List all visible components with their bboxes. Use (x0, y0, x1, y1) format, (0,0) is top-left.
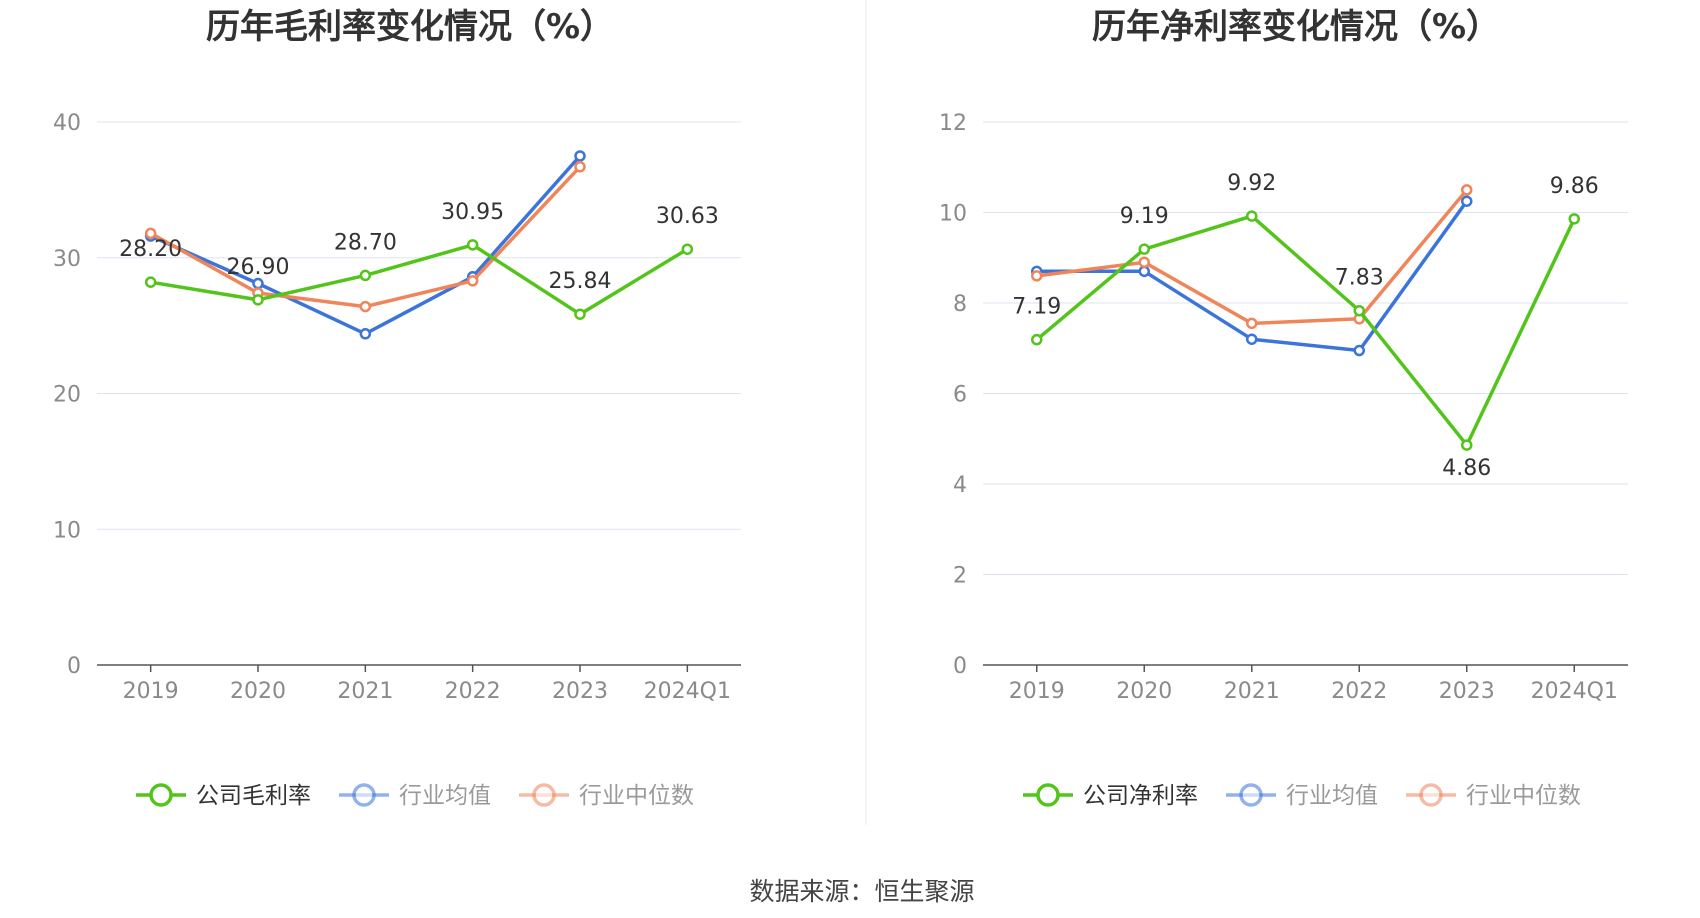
y-tick-label: 0 (67, 654, 81, 679)
x-tick-label: 2021 (1224, 679, 1280, 704)
data-point[interactable] (1461, 184, 1473, 196)
data-point[interactable] (1138, 256, 1150, 269)
x-tick-label: 2024Q1 (644, 679, 731, 704)
data-label: 9.92 (1227, 171, 1276, 196)
legend-marker (1036, 783, 1060, 807)
data-label: 9.19 (1120, 204, 1169, 229)
data-label: 9.86 (1550, 174, 1599, 199)
gross-margin-chart: 历年毛利率变化情况（%） 0 10 20 30 40 2019 2020 2021 2022 202… (53, 7, 741, 809)
y-tick-label: 4 (953, 473, 967, 498)
x-tick-label: 2019 (123, 679, 179, 704)
x-tick-label: 2022 (445, 679, 501, 704)
legend-marker (149, 783, 173, 807)
y-tick-label: 2 (953, 564, 967, 589)
legend-label: 公司净利率 (1083, 783, 1198, 809)
data-label: 7.83 (1335, 266, 1384, 291)
x-tick-label: 2020 (1116, 679, 1172, 704)
data-point[interactable] (1353, 344, 1365, 357)
data-label: 4.86 (1442, 456, 1491, 481)
data-label: 7.19 (1012, 295, 1061, 320)
legend-item[interactable]: 行业均值 (1226, 783, 1378, 809)
data-point[interactable] (574, 161, 586, 173)
y-tick-label: 10 (53, 518, 81, 543)
legend-label: 行业中位数 (579, 783, 694, 809)
data-label: 26.90 (227, 255, 290, 280)
legend-label: 行业均值 (399, 783, 491, 809)
chart-title: 历年毛利率变化情况（%） (206, 7, 614, 47)
y-tick-label: 10 (939, 202, 967, 227)
data-point[interactable] (1138, 243, 1150, 255)
data-point[interactable] (574, 150, 586, 162)
x-tick-label: 2019 (1009, 679, 1065, 704)
y-tick-label: 30 (53, 247, 81, 272)
legend-marker (352, 783, 376, 807)
data-point[interactable] (359, 328, 372, 340)
data-point[interactable] (1353, 304, 1365, 317)
data-point[interactable] (1568, 213, 1580, 225)
data-point[interactable] (1031, 333, 1043, 346)
data-label: 25.84 (549, 269, 612, 294)
data-point[interactable] (359, 269, 372, 282)
legend-item[interactable]: 行业均值 (339, 783, 491, 809)
legend-marker (1419, 783, 1443, 807)
data-point[interactable] (1246, 317, 1258, 330)
legend-label: 行业均值 (1286, 783, 1378, 809)
data-point[interactable] (466, 275, 479, 287)
data-point[interactable] (1246, 210, 1258, 222)
data-label: 30.63 (656, 204, 719, 229)
net-margin-chart: 历年净利率变化情况（%） 0 2 4 6 8 10 12 2019 2020 2021 2022 202… (939, 7, 1628, 809)
data-point[interactable] (681, 243, 694, 255)
y-tick-label: 12 (939, 111, 967, 136)
data-point[interactable] (1138, 265, 1150, 278)
data-point[interactable] (252, 277, 264, 290)
data-point[interactable] (1246, 333, 1258, 345)
legend-marker (1239, 783, 1263, 807)
series-line (150, 243, 689, 316)
y-tick-label: 20 (53, 383, 81, 408)
x-tick-label: 2020 (230, 679, 286, 704)
data-label: 28.70 (334, 230, 397, 255)
x-tick-label: 2022 (1331, 679, 1387, 704)
x-tick-label: 2023 (1439, 679, 1495, 704)
chart-title: 历年净利率变化情况（%） (1092, 7, 1500, 47)
data-point[interactable] (252, 294, 264, 306)
series-line (1035, 214, 1576, 447)
y-tick-label: 0 (953, 654, 967, 679)
legend-item[interactable]: 行业中位数 (1406, 783, 1581, 809)
data-point[interactable] (359, 300, 372, 313)
data-point[interactable] (144, 276, 157, 288)
data-point[interactable] (144, 227, 157, 240)
data-point[interactable] (1461, 439, 1473, 451)
x-tick-label: 2021 (337, 679, 393, 704)
data-point[interactable] (1461, 195, 1473, 207)
data-label: 28.20 (119, 237, 182, 262)
data-point[interactable] (1031, 270, 1043, 282)
data-source: 数据来源：恒生聚源 (749, 877, 974, 906)
legend-label: 行业中位数 (1466, 783, 1581, 809)
y-tick-label: 8 (953, 292, 967, 317)
data-point[interactable] (574, 308, 586, 320)
y-tick-label: 6 (953, 383, 967, 408)
legend-item[interactable]: 公司毛利率 (136, 783, 311, 809)
data-point[interactable] (466, 239, 479, 251)
x-tick-label: 2023 (552, 679, 608, 704)
legend-item[interactable]: 公司净利率 (1023, 783, 1198, 809)
x-tick-label: 2024Q1 (1531, 679, 1618, 704)
legend-marker (532, 783, 556, 807)
data-label: 30.95 (441, 200, 504, 225)
legend-label: 公司毛利率 (196, 783, 311, 809)
legend-item[interactable]: 行业中位数 (519, 783, 694, 809)
y-tick-label: 40 (53, 111, 81, 136)
